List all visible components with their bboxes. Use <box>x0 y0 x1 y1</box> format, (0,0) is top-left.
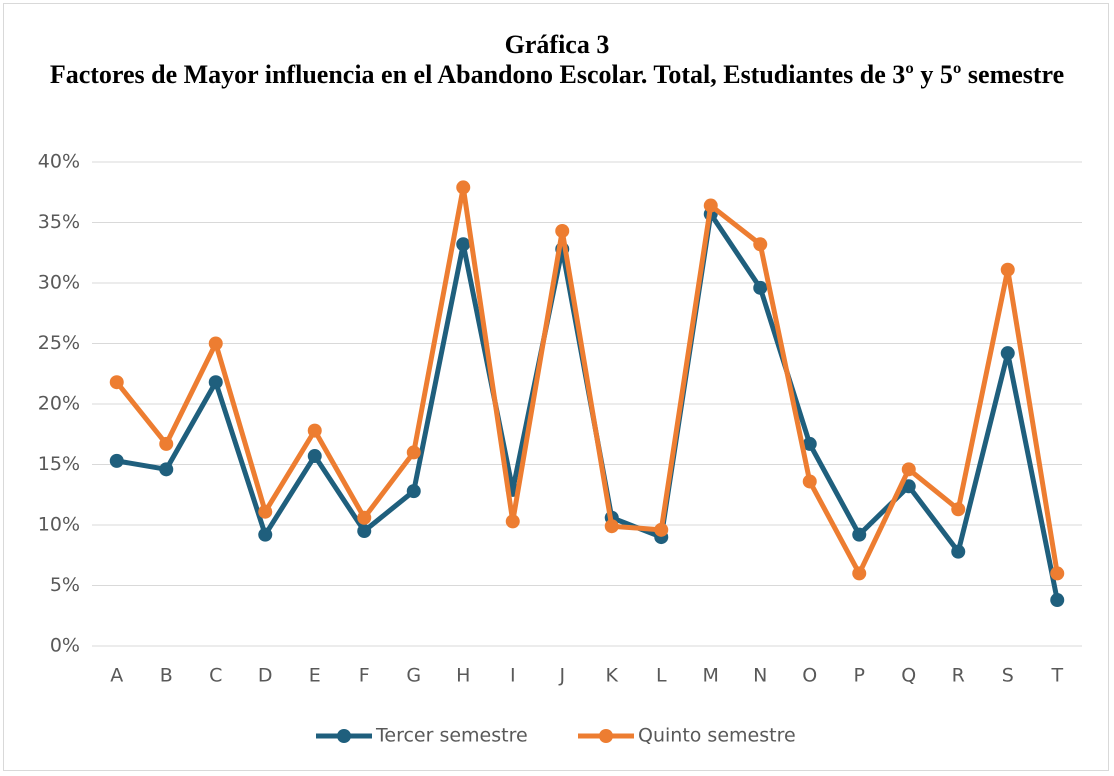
y-tick-label: 25% <box>38 332 80 354</box>
y-tick-label: 35% <box>38 211 80 233</box>
data-point <box>357 524 372 539</box>
x-tick-label: P <box>854 665 865 687</box>
y-tick-label: 30% <box>38 272 80 294</box>
data-point <box>604 519 619 534</box>
data-point <box>901 462 916 477</box>
x-tick-label: J <box>558 665 565 687</box>
x-tick-label: D <box>258 665 273 687</box>
data-point <box>951 502 966 517</box>
data-point <box>753 237 768 252</box>
x-tick-label: L <box>656 665 667 687</box>
data-point <box>802 436 817 451</box>
data-point <box>159 436 174 451</box>
data-point <box>654 522 669 537</box>
chart-subtitle: Factores de Mayor influencia en el Aband… <box>49 60 1065 89</box>
legend-marker <box>337 729 351 743</box>
data-point <box>109 375 124 390</box>
data-point <box>406 445 421 460</box>
y-tick-label: 0% <box>50 635 80 657</box>
data-point <box>1000 346 1015 361</box>
data-point <box>1050 593 1065 608</box>
x-tick-label: K <box>606 665 619 687</box>
x-tick-label: O <box>802 665 817 687</box>
data-point <box>802 474 817 489</box>
data-point <box>505 514 520 529</box>
data-point <box>901 479 916 494</box>
x-tick-label: E <box>309 665 321 687</box>
x-tick-label: B <box>160 665 173 687</box>
x-tick-label: S <box>1002 665 1014 687</box>
titles: Gráfica 3 Factores de Mayor influencia e… <box>0 30 1114 90</box>
data-point <box>406 484 421 499</box>
legend-marker <box>599 729 613 743</box>
series-line <box>116 211 1060 601</box>
data-point <box>456 180 471 195</box>
data-point <box>951 544 966 559</box>
y-tick-label: 20% <box>38 393 80 415</box>
data-point <box>208 375 223 390</box>
data-point <box>1050 566 1065 581</box>
x-tick-label: I <box>510 665 516 687</box>
data-point <box>357 510 372 525</box>
legend-label: Quinto semestre <box>638 725 796 747</box>
x-tick-label: A <box>110 665 123 687</box>
x-tick-label: G <box>406 665 421 687</box>
x-tick-label: Q <box>901 665 916 687</box>
chart-frame <box>3 3 1109 771</box>
y-tick-label: 40% <box>38 151 80 173</box>
data-point <box>753 280 768 295</box>
x-tick-label: T <box>1050 665 1063 687</box>
data-point <box>555 223 570 238</box>
data-point <box>208 336 223 351</box>
data-point <box>703 198 718 213</box>
data-point <box>258 504 273 519</box>
x-tick-label: C <box>209 665 222 687</box>
data-point <box>852 527 867 542</box>
x-tick-label: F <box>359 665 370 687</box>
y-tick-label: 5% <box>50 574 80 596</box>
x-tick-label: R <box>952 665 965 687</box>
chart-title: Gráfica 3 <box>504 30 610 59</box>
legend-label: Tercer semestre <box>375 725 528 747</box>
y-tick-label: 15% <box>38 453 80 475</box>
y-tick-label: 10% <box>38 514 80 536</box>
data-point <box>1000 262 1015 277</box>
data-point <box>456 237 471 252</box>
x-tick-label: M <box>703 665 719 687</box>
data-point <box>109 453 124 468</box>
data-point <box>307 423 322 438</box>
data-point <box>852 566 867 581</box>
x-tick-label: N <box>753 665 767 687</box>
x-tick-label: H <box>456 665 470 687</box>
data-point <box>307 449 322 464</box>
data-point <box>258 527 273 542</box>
series-line <box>114 184 1060 576</box>
data-point <box>159 462 174 477</box>
